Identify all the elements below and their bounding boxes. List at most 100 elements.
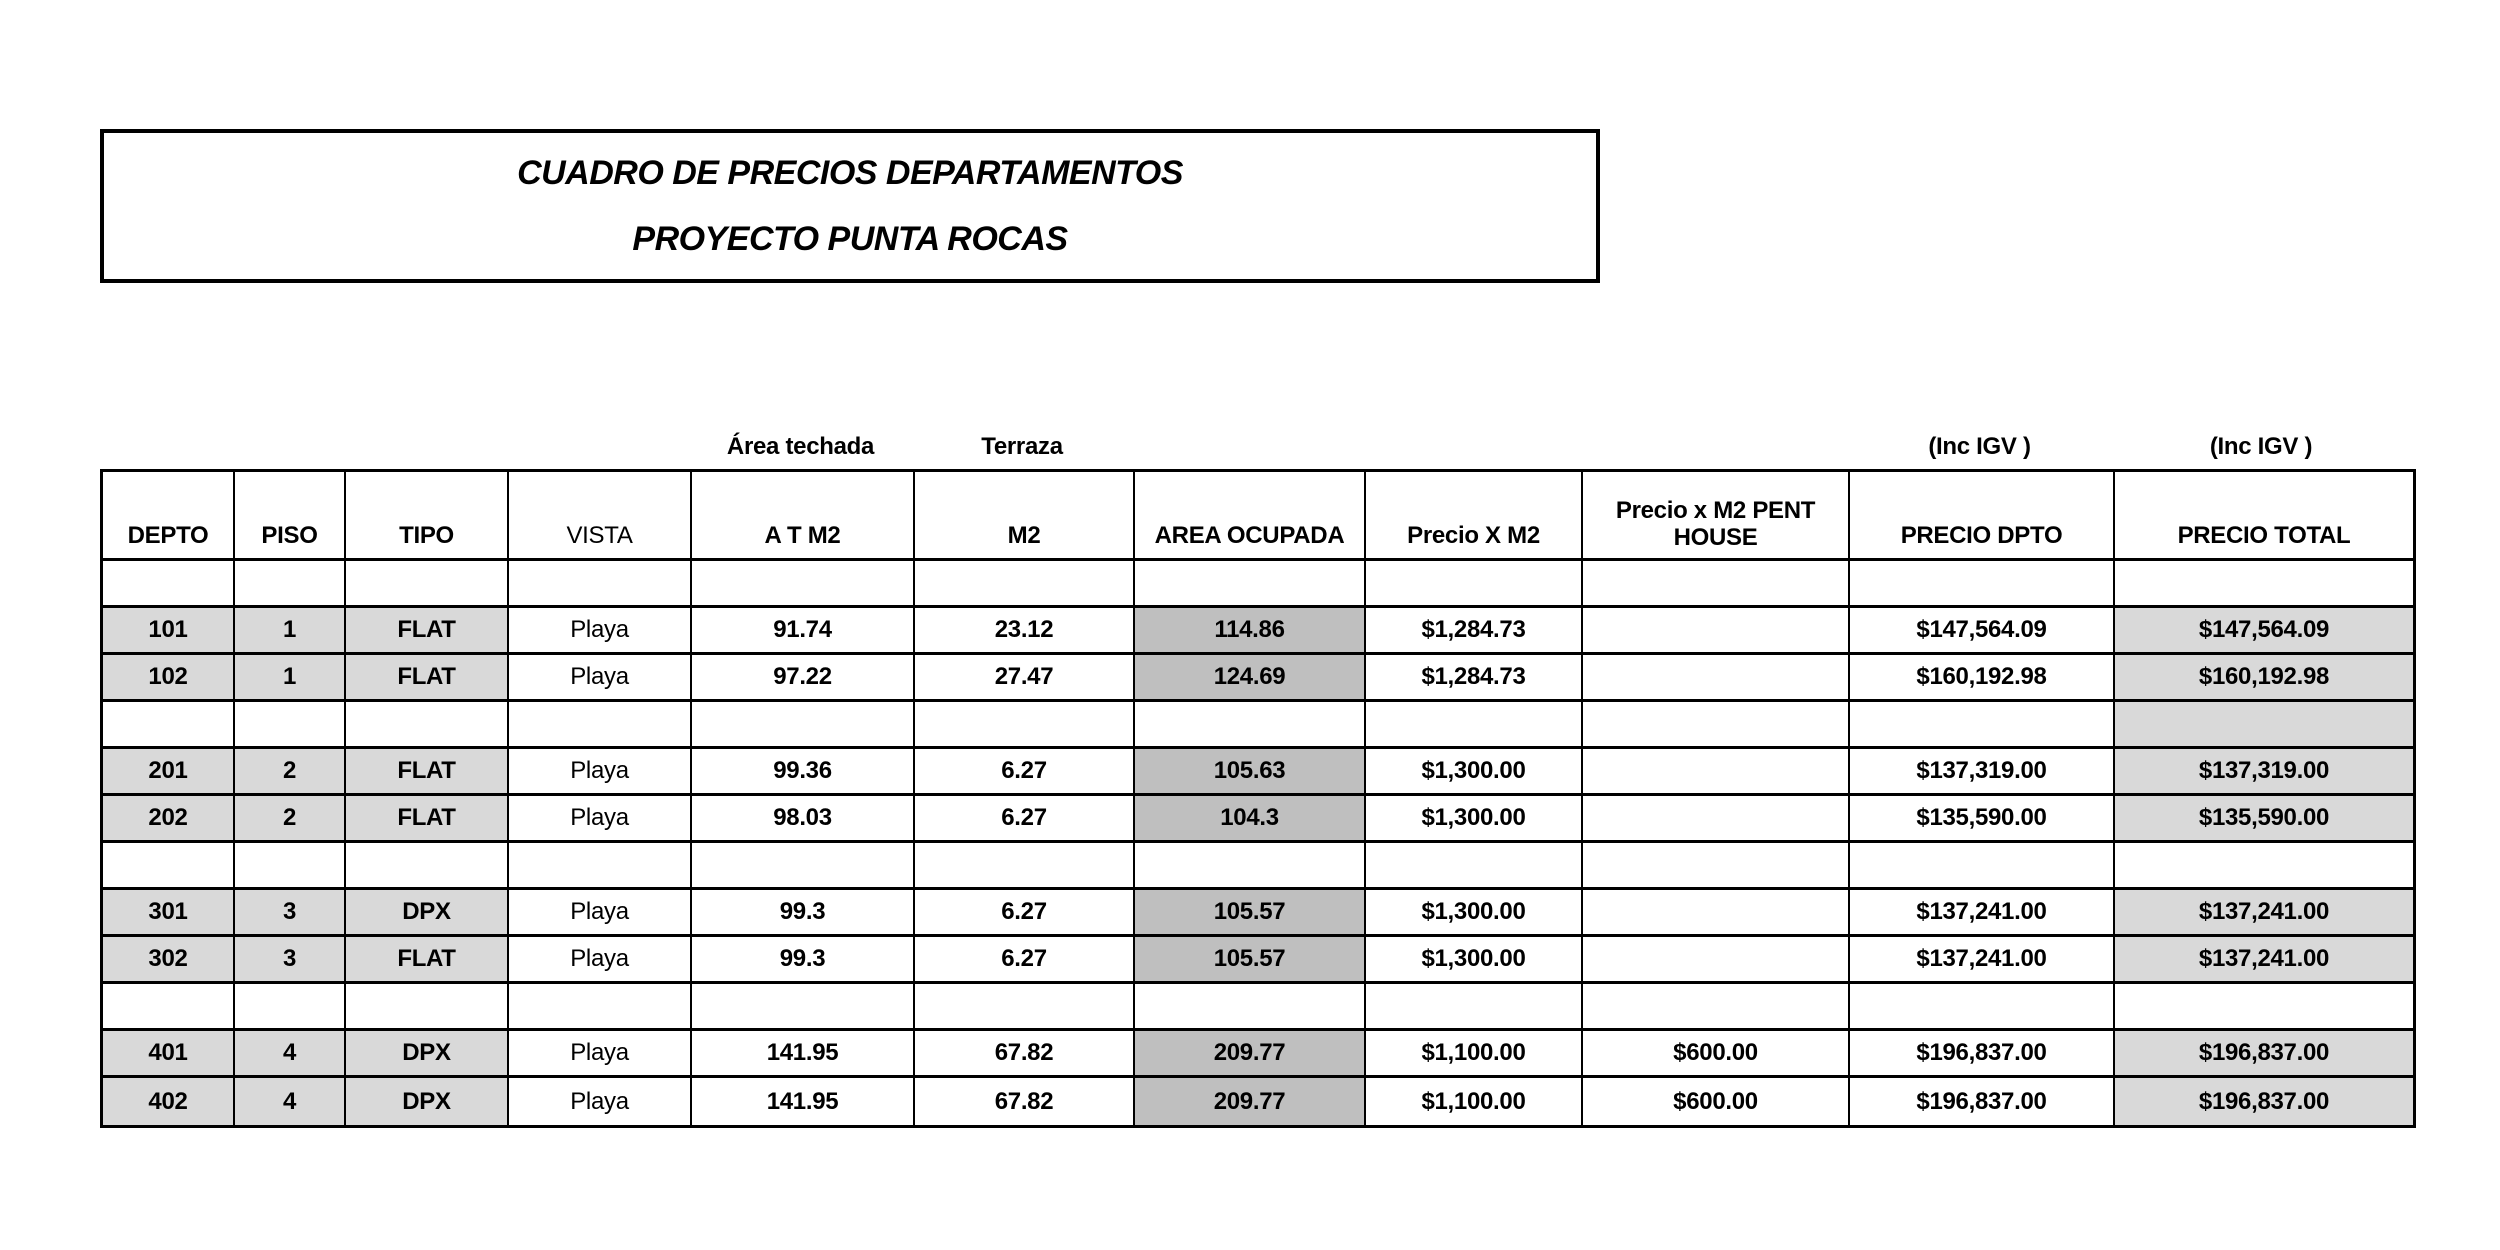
cell-402-at-m2: 141.95 [692, 1078, 915, 1125]
cell-301-tipo: DPX [346, 890, 509, 937]
cell-302-area-ocupada: 105.57 [1135, 937, 1366, 984]
cell-301-m2: 6.27 [915, 890, 1135, 937]
cell-202-piso: 2 [235, 796, 346, 843]
cell-401-at-m2: 141.95 [692, 1031, 915, 1078]
spacer-cell [235, 984, 346, 1031]
cell-101-precio-m2-pent-house [1583, 608, 1850, 655]
spacer-cell [235, 561, 346, 608]
cell-401-precio-m2-pent-house: $600.00 [1583, 1031, 1850, 1078]
cell-102-tipo: FLAT [346, 655, 509, 702]
cell-101-piso: 1 [235, 608, 346, 655]
cell-401-m2: 67.82 [915, 1031, 1135, 1078]
cell-201-area-ocupada: 105.63 [1135, 749, 1366, 796]
cell-101-at-m2: 91.74 [692, 608, 915, 655]
cell-301-depto: 301 [103, 890, 235, 937]
spacer-cell [1135, 561, 1366, 608]
column-header-area-ocupada: AREA OCUPADA [1135, 472, 1366, 561]
cell-401-depto: 401 [103, 1031, 235, 1078]
spacer-cell [2115, 984, 2413, 1031]
cell-102-precio-x-m2: $1,284.73 [1366, 655, 1583, 702]
cell-402-tipo: DPX [346, 1078, 509, 1125]
spacer-cell [2115, 702, 2413, 749]
column-header-depto: DEPTO [103, 472, 235, 561]
document-title-line2: PROYECTO PUNTA ROCAS [632, 220, 1068, 258]
cell-201-m2: 6.27 [915, 749, 1135, 796]
column-header-piso: PISO [235, 472, 346, 561]
spacer-cell [509, 561, 692, 608]
cell-102-precio-total: $160,192.98 [2115, 655, 2413, 702]
cell-101-precio-x-m2: $1,284.73 [1366, 608, 1583, 655]
spacer-cell [235, 702, 346, 749]
spacer-cell [1583, 984, 1850, 1031]
cell-302-piso: 3 [235, 937, 346, 984]
spacer-cell [1366, 702, 1583, 749]
cell-301-at-m2: 99.3 [692, 890, 915, 937]
cell-301-vista: Playa [509, 890, 692, 937]
spacer-cell [509, 984, 692, 1031]
super-header-inc-igv-total: (Inc IGV ) [2209, 433, 2313, 460]
cell-201-at-m2: 99.36 [692, 749, 915, 796]
cell-201-precio-dpto: $137,319.00 [1850, 749, 2115, 796]
spacer-cell [509, 702, 692, 749]
spacer-cell [1135, 984, 1366, 1031]
spacer-cell [346, 984, 509, 1031]
spacer-cell [346, 702, 509, 749]
spacer-cell [103, 561, 235, 608]
cell-201-vista: Playa [509, 749, 692, 796]
super-header-area-techada: Área techada [726, 433, 875, 460]
spacer-cell [1850, 843, 2115, 890]
spacer-cell [509, 843, 692, 890]
column-header-precio-total: PRECIO TOTAL [2115, 472, 2413, 561]
spacer-cell [1366, 984, 1583, 1031]
cell-302-precio-m2-pent-house [1583, 937, 1850, 984]
cell-302-precio-total: $137,241.00 [2115, 937, 2413, 984]
cell-301-precio-dpto: $137,241.00 [1850, 890, 2115, 937]
cell-102-precio-m2-pent-house [1583, 655, 1850, 702]
cell-302-depto: 302 [103, 937, 235, 984]
cell-201-depto: 201 [103, 749, 235, 796]
cell-401-piso: 4 [235, 1031, 346, 1078]
cell-201-tipo: FLAT [346, 749, 509, 796]
cell-402-precio-x-m2: $1,100.00 [1366, 1078, 1583, 1125]
cell-201-precio-m2-pent-house [1583, 749, 1850, 796]
cell-302-m2: 6.27 [915, 937, 1135, 984]
cell-401-area-ocupada: 209.77 [1135, 1031, 1366, 1078]
cell-402-precio-total: $196,837.00 [2115, 1078, 2413, 1125]
spacer-cell [1583, 702, 1850, 749]
spacer-cell [2115, 561, 2413, 608]
spacer-cell [1366, 843, 1583, 890]
super-header-terraza: Terraza [981, 433, 1063, 460]
cell-401-precio-total: $196,837.00 [2115, 1031, 2413, 1078]
cell-401-precio-x-m2: $1,100.00 [1366, 1031, 1583, 1078]
spacer-cell [1135, 843, 1366, 890]
spacer-cell [103, 984, 235, 1031]
spacer-cell [1850, 702, 2115, 749]
price-table: DEPTO PISO TIPO VISTA A T M2 M2 AREA OCUPADA Pr… [100, 469, 2416, 1128]
cell-402-vista: Playa [509, 1078, 692, 1125]
cell-202-vista: Playa [509, 796, 692, 843]
cell-202-precio-x-m2: $1,300.00 [1366, 796, 1583, 843]
column-header-precio-m2-pent-house: Precio x M2 PENT HOUSE [1583, 472, 1850, 561]
cell-402-precio-dpto: $196,837.00 [1850, 1078, 2115, 1125]
cell-102-piso: 1 [235, 655, 346, 702]
cell-202-area-ocupada: 104.3 [1135, 796, 1366, 843]
column-header-m2: M2 [915, 472, 1135, 561]
spacer-cell [235, 843, 346, 890]
spacer-cell [1366, 561, 1583, 608]
column-header-tipo: TIPO [346, 472, 509, 561]
spacer-cell [915, 984, 1135, 1031]
spacer-cell [346, 561, 509, 608]
column-header-vista: VISTA [509, 472, 692, 561]
cell-101-tipo: FLAT [346, 608, 509, 655]
spacer-cell [1583, 843, 1850, 890]
spacer-cell [915, 702, 1135, 749]
cell-201-precio-x-m2: $1,300.00 [1366, 749, 1583, 796]
cell-101-area-ocupada: 114.86 [1135, 608, 1366, 655]
spacer-cell [1850, 561, 2115, 608]
super-header-inc-igv-dpto: (Inc IGV ) [1928, 433, 2031, 460]
spacer-cell [692, 561, 915, 608]
spacer-cell [692, 702, 915, 749]
cell-301-precio-x-m2: $1,300.00 [1366, 890, 1583, 937]
cell-301-precio-m2-pent-house [1583, 890, 1850, 937]
